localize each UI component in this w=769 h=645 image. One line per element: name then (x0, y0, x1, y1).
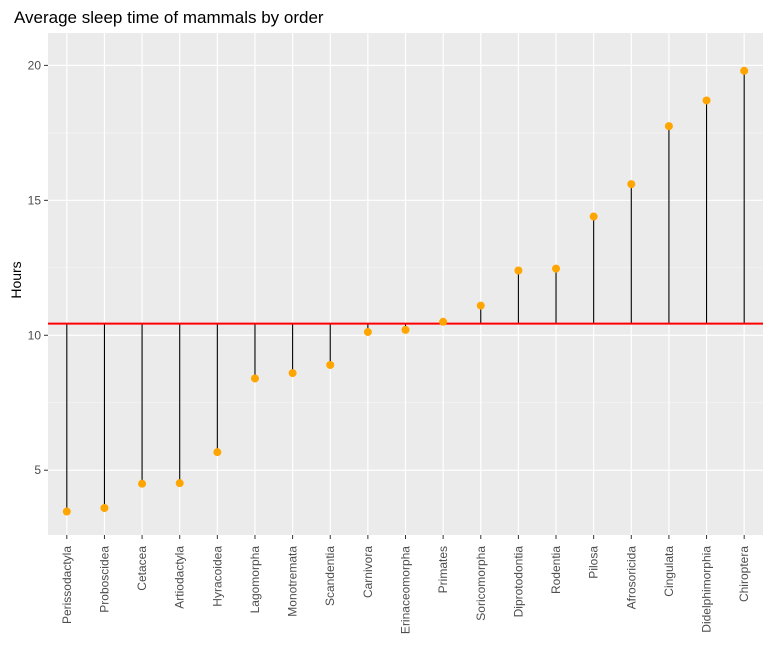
x-tick-label: Diprotodontia (511, 546, 525, 618)
x-tick-label: Pilosa (587, 546, 601, 579)
data-point (702, 96, 711, 105)
data-point (476, 301, 485, 310)
data-point (664, 122, 673, 131)
y-tick-label: 20 (28, 58, 42, 72)
x-tick-label: Primates (436, 546, 450, 593)
x-tick-label: Scandentia (323, 546, 337, 606)
x-tick-label: Carnivora (361, 546, 375, 598)
x-axis: Perissodactyla Proboscidea Cetacea Artiodac… (60, 535, 751, 634)
data-point (514, 266, 523, 275)
x-tick-label: Chiroptera (737, 546, 751, 602)
x-tick-label: Rodentia (549, 546, 563, 594)
data-point (401, 325, 410, 334)
x-tick-label: Didelphimorphia (700, 546, 714, 633)
data-point (175, 479, 184, 488)
data-point (326, 360, 335, 369)
x-tick-label: Perissodactyla (60, 546, 74, 624)
lollipop-points (62, 66, 749, 516)
lollipop-stems (66, 70, 745, 512)
x-tick-label: Afrosoricida (624, 546, 638, 610)
data-point (740, 66, 749, 75)
x-tick-label: Artiodactyla (173, 546, 187, 609)
data-point (213, 448, 222, 457)
x-tick-label: Proboscidea (97, 546, 111, 613)
data-point (363, 328, 372, 337)
data-point (439, 317, 448, 326)
data-point (62, 507, 71, 516)
y-tick-label: 15 (28, 193, 42, 207)
x-tick-label: Soricomorpha (474, 546, 488, 621)
data-point (288, 369, 297, 378)
y-axis: 5 10 15 20 (28, 58, 48, 477)
x-tick-label: Lagomorpha (248, 546, 262, 614)
x-tick-label: Cetacea (135, 546, 149, 591)
data-point (100, 504, 109, 513)
data-point (627, 180, 636, 189)
y-axis-label: Hours (8, 261, 24, 298)
x-tick-label: Cingulata (662, 546, 676, 597)
y-tick-label: 5 (34, 463, 41, 477)
x-tick-label: Monotremata (286, 546, 300, 617)
x-tick-label: Hyracoidea (210, 546, 224, 607)
x-tick-label: Erinaceomorpha (399, 546, 413, 634)
data-point (250, 374, 259, 383)
y-tick-label: 10 (28, 328, 42, 342)
data-point (138, 479, 147, 488)
chart-title: Average sleep time of mammals by order (14, 8, 324, 27)
data-point (589, 212, 598, 221)
data-point (552, 264, 561, 273)
